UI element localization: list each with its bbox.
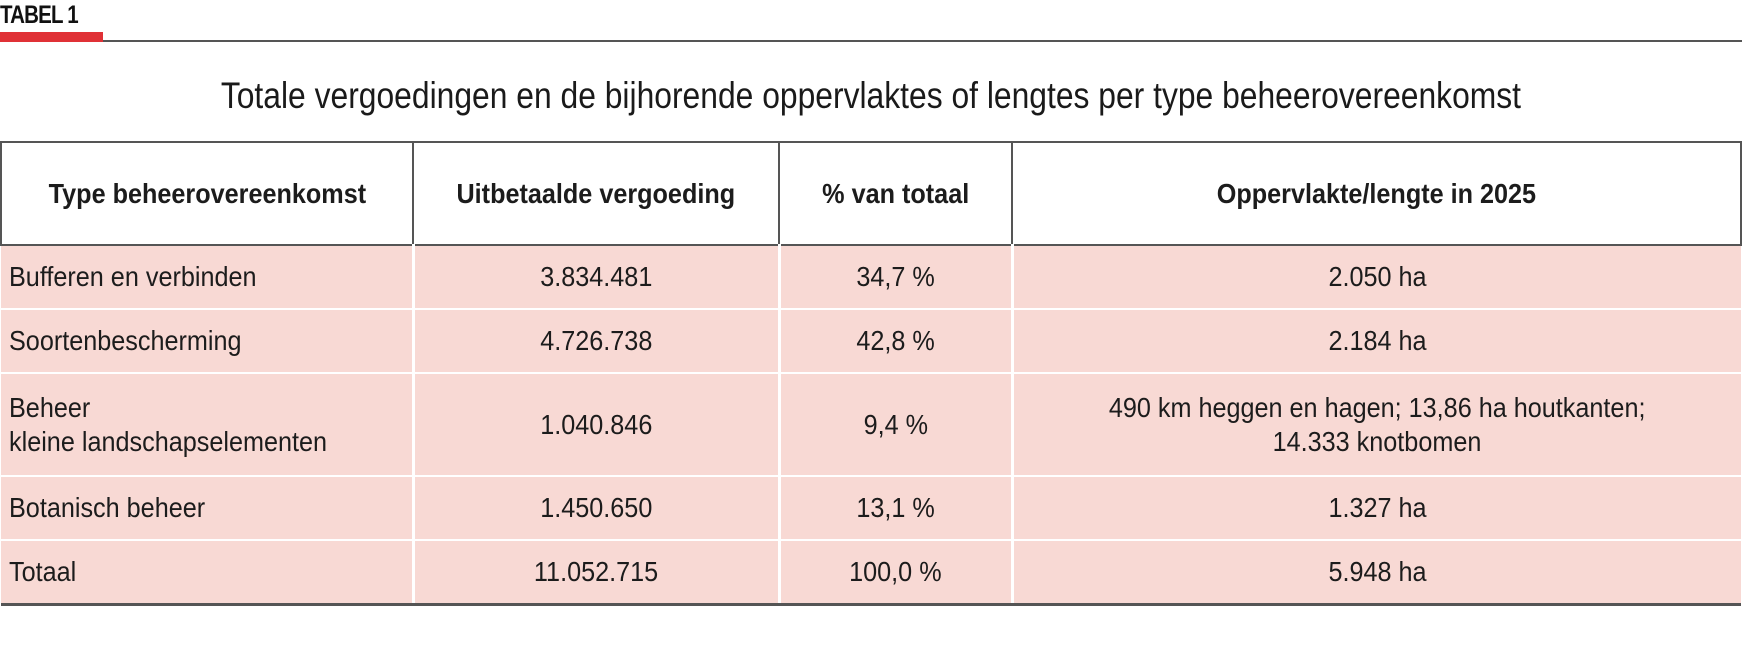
cell-area: 2.184 ha bbox=[1010, 308, 1741, 373]
table-row: Beheer kleine landschapselementen 1.040.… bbox=[1, 372, 1741, 476]
cell-type: Bufferen en verbinden bbox=[1, 244, 413, 309]
agreements-table: Type beheerovereenkomst Uitbetaalde verg… bbox=[0, 141, 1742, 606]
cell-area: 490 km heggen en hagen; 13,86 ha houtkan… bbox=[1010, 372, 1741, 476]
cell-area-line: 14.333 knotbomen bbox=[1272, 425, 1482, 457]
cell-type: Soortenbescherming bbox=[1, 308, 413, 373]
cell-area: 5.948 ha bbox=[1010, 539, 1741, 606]
cell-area: 1.327 ha bbox=[1010, 475, 1741, 540]
table-row: Botanisch beheer 1.450.650 13,1 % 1.327 … bbox=[1, 475, 1741, 540]
cell-area-line: 490 km heggen en hagen; 13,86 ha houtkan… bbox=[1108, 391, 1646, 423]
cell-percentage: 9,4 % bbox=[777, 372, 1012, 476]
table-total-row: Totaal 11.052.715 100,0 % 5.948 ha bbox=[1, 539, 1741, 606]
cell-percentage: 100,0 % bbox=[777, 539, 1012, 606]
table-row: Bufferen en verbinden 3.834.481 34,7 % 2… bbox=[1, 244, 1741, 309]
cell-payout: 3.834.481 bbox=[411, 244, 779, 309]
tag-accent-bar bbox=[0, 32, 103, 42]
table-header-row: Type beheerovereenkomst Uitbetaalde verg… bbox=[0, 141, 1742, 246]
header-payout: Uitbetaalde vergoeding bbox=[412, 141, 780, 246]
table-title: Totale vergoedingen en de bijhorende opp… bbox=[220, 75, 1522, 116]
table-tag: TABEL 1 bbox=[0, 1, 79, 29]
cell-type: Beheer kleine landschapselementen bbox=[1, 372, 413, 476]
cell-type-line: Beheer bbox=[9, 391, 91, 423]
header-type: Type beheerovereenkomst bbox=[0, 141, 414, 246]
header-percentage: % van totaal bbox=[778, 141, 1013, 246]
cell-payout: 1.040.846 bbox=[411, 372, 779, 476]
top-divider bbox=[103, 40, 1742, 42]
cell-percentage: 13,1 % bbox=[777, 475, 1012, 540]
cell-percentage: 34,7 % bbox=[777, 244, 1012, 309]
table-row: Soortenbescherming 4.726.738 42,8 % 2.18… bbox=[1, 308, 1741, 373]
cell-payout: 1.450.650 bbox=[411, 475, 779, 540]
header-area: Oppervlakte/lengte in 2025 bbox=[1011, 141, 1742, 246]
cell-percentage: 42,8 % bbox=[777, 308, 1012, 373]
table-title-wrap: Totale vergoedingen en de bijhorende opp… bbox=[0, 74, 1742, 118]
cell-type: Botanisch beheer bbox=[1, 475, 413, 540]
cell-type-line: kleine landschapselementen bbox=[9, 425, 328, 457]
cell-type: Totaal bbox=[1, 539, 413, 606]
cell-area: 2.050 ha bbox=[1010, 244, 1741, 309]
cell-payout: 11.052.715 bbox=[411, 539, 779, 606]
cell-payout: 4.726.738 bbox=[411, 308, 779, 373]
